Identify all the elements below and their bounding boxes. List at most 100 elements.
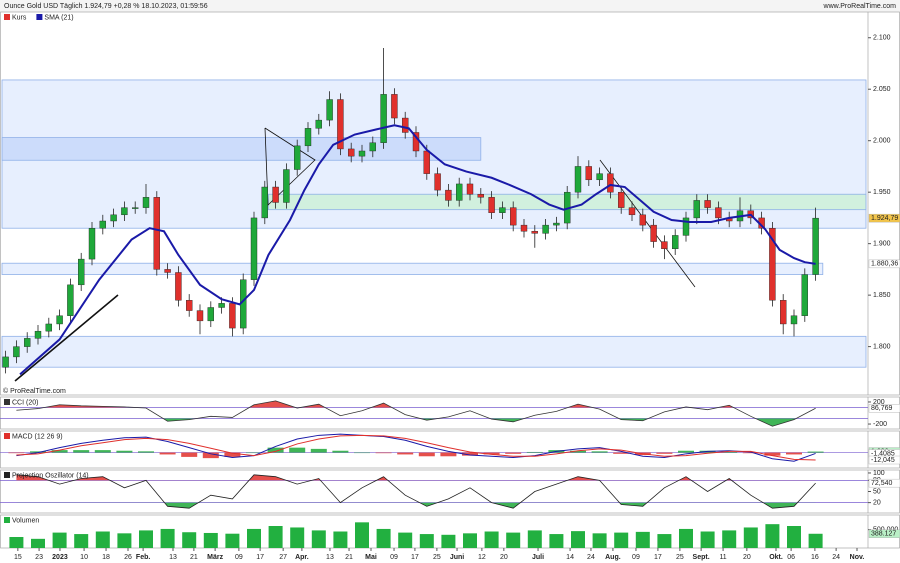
legend-label: SMA (21) — [44, 14, 73, 21]
zone — [1, 262, 824, 275]
panel-frame — [0, 430, 900, 469]
y-tick-label: 2.100 — [873, 35, 891, 42]
x-tick-label: 09 — [390, 554, 398, 561]
x-tick-label: 12 — [478, 554, 486, 561]
candle-body — [618, 191, 625, 208]
volume-bar — [9, 537, 24, 548]
candle-body — [434, 173, 441, 191]
histogram-bar — [721, 451, 738, 453]
histogram-bar — [526, 451, 543, 453]
volume-bar — [441, 534, 456, 548]
candle-body — [628, 207, 636, 216]
x-tick-label: 25 — [433, 554, 441, 561]
header-title: Ounce Gold USD Täglich 1.924,79 +0,28 % … — [4, 3, 208, 10]
candle-body — [596, 173, 603, 181]
histogram-bar — [354, 452, 370, 454]
volume-bar — [139, 530, 153, 548]
legend-label: CCI (20) — [12, 399, 38, 406]
histogram-bar — [656, 452, 673, 454]
volume-bar — [657, 534, 672, 548]
candle-body — [175, 272, 182, 301]
volume-bar — [225, 533, 240, 548]
x-tick-label: Nov. — [850, 554, 865, 561]
candle-body — [315, 119, 322, 129]
histogram-bar — [159, 452, 176, 455]
x-tick-label: 2023 — [52, 554, 68, 561]
histogram-bar — [505, 452, 522, 454]
candle-body — [585, 166, 592, 181]
histogram-bar — [807, 451, 824, 453]
legend-swatch — [4, 14, 10, 20]
histogram-bar — [30, 451, 46, 453]
histogram-bar — [418, 452, 435, 457]
candle-body — [456, 183, 463, 201]
x-tick-label: Aug. — [605, 554, 621, 561]
candle-body — [2, 356, 9, 368]
last-value-label: -1,4085 — [871, 450, 895, 457]
histogram-bar — [570, 450, 586, 453]
histogram-bar — [181, 452, 198, 457]
volume-bar — [765, 524, 780, 548]
candle-body — [488, 197, 495, 213]
candle-body — [358, 150, 366, 157]
candle-body — [553, 222, 560, 226]
x-tick-label: 11 — [719, 554, 726, 561]
volume-bar — [614, 532, 629, 548]
candle-body — [261, 186, 268, 219]
last-value-label: 72,540 — [871, 480, 893, 487]
candle-body — [164, 269, 171, 273]
last-value-label: 388.127 — [871, 531, 896, 538]
legend-swatch — [4, 433, 10, 439]
x-tick-label: 17 — [654, 554, 662, 561]
x-tick-label: 20 — [743, 554, 751, 561]
last-value-box — [868, 259, 900, 269]
histogram-bar — [483, 452, 500, 455]
candle-body — [131, 207, 139, 209]
candle-body — [672, 235, 679, 250]
series-line — [19, 124, 816, 376]
x-tick-label: 25 — [676, 554, 684, 561]
candle-body — [142, 197, 150, 208]
volume-bar — [160, 528, 175, 548]
candle-body — [369, 142, 376, 152]
legend-label: Volumen — [12, 517, 39, 524]
histogram-bar — [764, 452, 781, 456]
volume-bar — [743, 527, 758, 548]
y-tick-label: -200 — [873, 421, 887, 428]
candle-body — [402, 117, 409, 133]
candle-body — [466, 183, 474, 195]
x-tick-label: 16 — [811, 554, 819, 561]
candle-body — [531, 231, 538, 234]
candle-body — [196, 310, 204, 322]
last-value-label: 1.880,36 — [871, 261, 898, 268]
histogram-bar — [8, 452, 25, 454]
candle-body — [283, 169, 290, 203]
plot — [0, 474, 868, 509]
candle-body — [380, 94, 387, 143]
threshold-area — [16, 502, 816, 509]
histogram-bar — [591, 451, 608, 453]
volume-bar — [787, 526, 801, 548]
x-tick-label: 26 — [124, 554, 132, 561]
candle-body — [650, 224, 657, 242]
volume-bar — [182, 532, 197, 548]
candle-body — [607, 173, 614, 193]
threshold-area — [163, 418, 797, 427]
y-tick-label: 1.850 — [873, 292, 891, 299]
histogram-bar — [73, 450, 90, 453]
legend-label: MACD (12 26 9) — [12, 433, 63, 440]
candle-body — [337, 99, 344, 150]
panel-frame — [0, 469, 900, 514]
candle-body — [34, 330, 42, 339]
x-tick-label: Apr. — [295, 554, 309, 561]
x-tick-label: 17 — [411, 554, 419, 561]
x-tick-label: 13 — [169, 554, 177, 561]
volume-bar — [398, 532, 413, 548]
candle-body — [704, 200, 711, 208]
histogram-bar — [462, 452, 478, 456]
plot — [2, 48, 819, 376]
candle-body — [67, 284, 74, 316]
y-tick-label: 2.050 — [873, 86, 891, 93]
last-value-label: 1.924,79 — [871, 215, 898, 222]
